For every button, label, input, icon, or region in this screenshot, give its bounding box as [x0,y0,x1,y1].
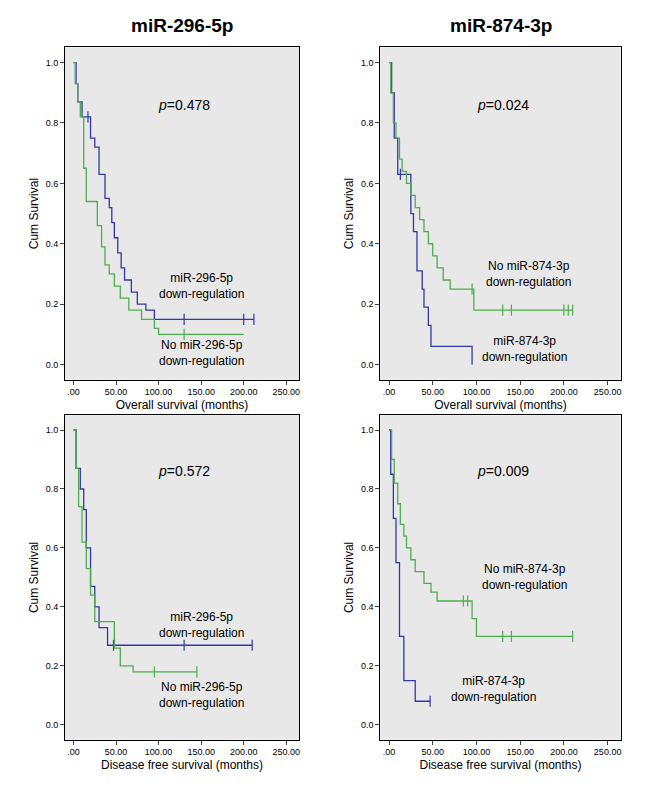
svg-text:miR-296-5pdown-regulation: miR-296-5pdown-regulation [159,610,244,640]
svg-text:0.6: 0.6 [361,543,374,553]
svg-text:0.0: 0.0 [361,360,374,370]
svg-text:Disease free survival (months): Disease free survival (months) [419,758,581,772]
svg-text:p=0.024: p=0.024 [477,97,529,113]
svg-text:200.00: 200.00 [230,747,258,757]
svg-text:150.00: 150.00 [187,747,215,757]
svg-text:50.00: 50.00 [421,387,444,397]
svg-text:miR-874-3pdown-regulation: miR-874-3pdown-regulation [482,334,567,364]
svg-text:50.00: 50.00 [105,747,128,757]
svg-text:0.6: 0.6 [46,543,59,553]
svg-text:Cum Survival: Cum Survival [27,178,41,249]
svg-text:No miR-874-3pdown-regulation: No miR-874-3pdown-regulation [482,562,567,592]
svg-text:0.4: 0.4 [46,239,59,249]
svg-text:miR-874-3p: miR-874-3p [450,15,552,36]
svg-text:50.00: 50.00 [421,747,444,757]
svg-text:0.8: 0.8 [361,484,374,494]
svg-text:0.2: 0.2 [361,299,374,309]
svg-text:0.2: 0.2 [46,299,59,309]
svg-text:250.00: 250.00 [594,387,622,397]
svg-text:100.00: 100.00 [145,387,173,397]
svg-text:0.0: 0.0 [361,720,374,730]
svg-text:.00: .00 [67,387,80,397]
svg-text:150.00: 150.00 [187,387,215,397]
svg-text:200.00: 200.00 [550,387,578,397]
svg-text:miR-296-5pdown-regulation: miR-296-5pdown-regulation [159,271,244,301]
svg-text:p=0.009: p=0.009 [477,463,529,479]
svg-text:0.8: 0.8 [46,118,59,128]
svg-text:.00: .00 [383,387,396,397]
svg-text:100.00: 100.00 [145,747,173,757]
svg-text:Overall survival (months): Overall survival (months) [434,398,567,412]
svg-text:Disease free survival (months): Disease free survival (months) [101,758,263,772]
svg-text:100.00: 100.00 [463,387,491,397]
svg-text:miR-874-3pdown-regulation: miR-874-3pdown-regulation [451,674,536,704]
svg-text:150.00: 150.00 [506,747,534,757]
svg-text:0.6: 0.6 [46,179,59,189]
svg-text:0.8: 0.8 [361,118,374,128]
svg-text:1.0: 1.0 [46,425,59,435]
svg-text:Overall survival (months): Overall survival (months) [116,398,249,412]
svg-text:100.00: 100.00 [463,747,491,757]
svg-text:No miR-296-5pdown-regulation: No miR-296-5pdown-regulation [159,338,244,368]
svg-text:50.00: 50.00 [105,387,128,397]
svg-text:Cum Survival: Cum Survival [27,542,41,613]
svg-text:0.2: 0.2 [361,661,374,671]
svg-text:0.6: 0.6 [361,179,374,189]
svg-text:150.00: 150.00 [506,387,534,397]
svg-text:0.8: 0.8 [46,484,59,494]
svg-text:200.00: 200.00 [550,747,578,757]
svg-text:.00: .00 [67,747,80,757]
svg-text:0.4: 0.4 [46,602,59,612]
svg-text:200.00: 200.00 [230,387,258,397]
svg-text:0.2: 0.2 [46,661,59,671]
svg-text:1.0: 1.0 [361,58,374,68]
svg-text:250.00: 250.00 [594,747,622,757]
svg-text:0.4: 0.4 [361,602,374,612]
svg-text:250.00: 250.00 [272,387,300,397]
svg-text:Cum Survival: Cum Survival [342,178,356,249]
svg-text:miR-296-5p: miR-296-5p [131,15,233,36]
svg-text:No miR-874-3pdown-regulation: No miR-874-3pdown-regulation [486,259,571,289]
svg-text:0.0: 0.0 [46,360,59,370]
svg-text:0.0: 0.0 [46,720,59,730]
svg-text:250.00: 250.00 [272,747,300,757]
svg-text:p=0.572: p=0.572 [158,463,210,479]
svg-text:0.4: 0.4 [361,239,374,249]
svg-text:Cum Survival: Cum Survival [342,542,356,613]
svg-text:1.0: 1.0 [46,58,59,68]
svg-text:p=0.478: p=0.478 [158,97,210,113]
svg-text:1.0: 1.0 [361,425,374,435]
svg-text:.00: .00 [383,747,396,757]
svg-text:No miR-296-5pdown-regulation: No miR-296-5pdown-regulation [159,680,244,710]
